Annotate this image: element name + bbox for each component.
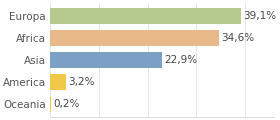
Text: 22,9%: 22,9% bbox=[164, 55, 197, 65]
Bar bbox=[50, 30, 219, 46]
Text: 3,2%: 3,2% bbox=[68, 77, 95, 87]
Bar bbox=[50, 52, 162, 68]
Text: 0,2%: 0,2% bbox=[53, 99, 80, 109]
Bar bbox=[50, 74, 66, 90]
Text: 34,6%: 34,6% bbox=[221, 33, 254, 43]
Bar bbox=[50, 96, 51, 112]
Bar bbox=[50, 8, 241, 24]
Text: 39,1%: 39,1% bbox=[243, 11, 276, 21]
